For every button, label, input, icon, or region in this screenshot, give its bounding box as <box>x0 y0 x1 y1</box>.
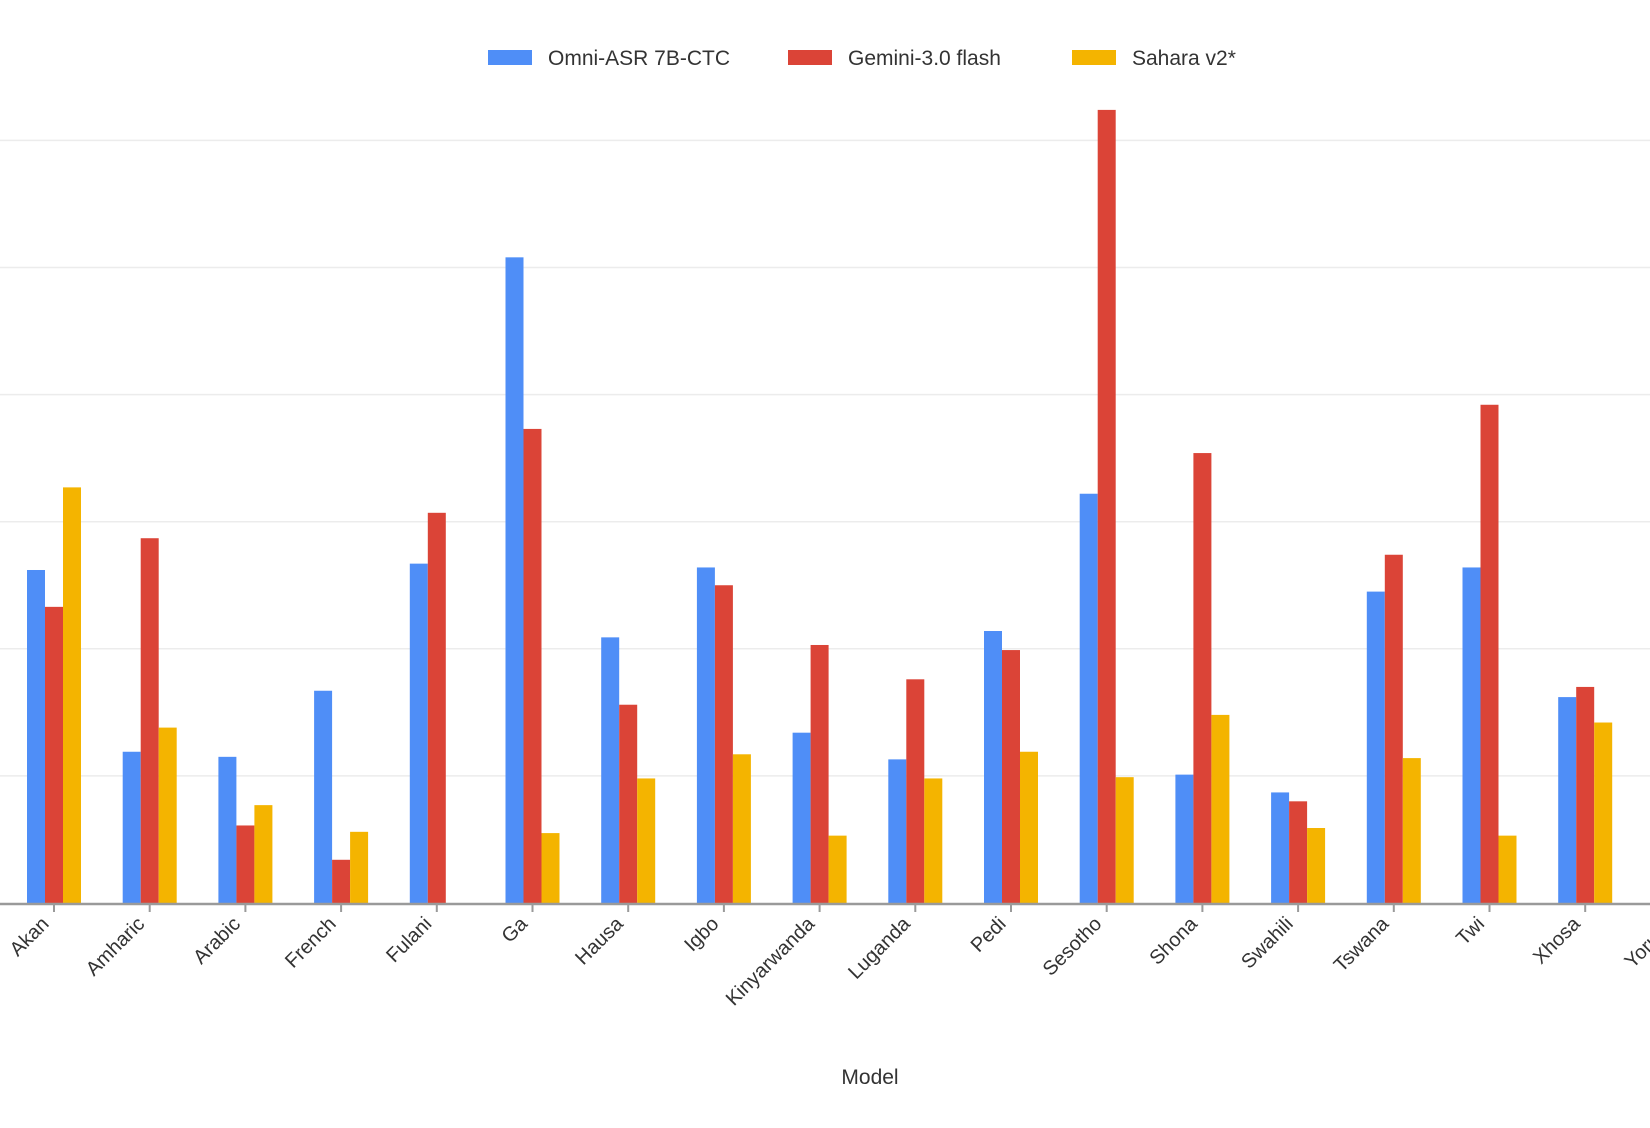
x-tick-label-twi: Twi <box>1452 913 1489 950</box>
bar-gemini-3-0-flash-french <box>332 859 351 903</box>
x-tick-label-arabic: Arabic <box>189 913 245 969</box>
legend-item-sahara-v2[interactable]: Sahara v2* <box>1072 47 1236 70</box>
legend-swatch-gemini-3-0-flash <box>788 50 832 65</box>
bar-omni-asr-7b-ctc-tswana <box>1366 591 1385 903</box>
x-tick-label-xhosa: Xhosa <box>1529 912 1585 968</box>
bar-omni-asr-7b-ctc-french <box>314 690 333 903</box>
x-tick-label-fulani: Fulani <box>382 913 436 967</box>
bar-sahara-v2-amharic <box>158 727 177 903</box>
bar-gemini-3-0-flash-luganda <box>906 679 925 903</box>
bar-sahara-v2-luganda <box>924 778 943 903</box>
x-tick-label-amharic: Amharic <box>82 913 149 980</box>
bar-gemini-3-0-flash-arabic <box>236 825 255 903</box>
bar-sahara-v2-sesotho <box>1115 777 1134 903</box>
bar-sahara-v2-kinyarwanda <box>828 835 847 903</box>
bar-omni-asr-7b-ctc-xhosa <box>1558 697 1577 903</box>
bars <box>27 109 1613 903</box>
legend-label-omni-asr-7b-ctc: Omni-ASR 7B-CTC <box>548 47 730 70</box>
bar-omni-asr-7b-ctc-akan <box>27 569 45 903</box>
bar-omni-asr-7b-ctc-hausa <box>601 637 620 903</box>
bar-sahara-v2-shona <box>1211 714 1230 903</box>
legend-item-gemini-3-0-flash[interactable]: Gemini-3.0 flash <box>788 47 1001 70</box>
bar-gemini-3-0-flash-shona <box>1193 453 1212 903</box>
bar-omni-asr-7b-ctc-fulani <box>409 563 428 903</box>
legend-item-omni-asr-7b-ctc[interactable]: Omni-ASR 7B-CTC <box>488 47 730 70</box>
bar-omni-asr-7b-ctc-pedi <box>984 631 1002 903</box>
bar-sahara-v2-ga <box>541 833 560 903</box>
bar-gemini-3-0-flash-tswana <box>1384 554 1403 903</box>
bar-omni-asr-7b-ctc-luganda <box>888 759 907 903</box>
bar-gemini-3-0-flash-ga <box>523 428 542 903</box>
bar-omni-asr-7b-ctc-swahili <box>1271 792 1290 903</box>
bar-omni-asr-7b-ctc-shona <box>1175 774 1194 903</box>
bar-omni-asr-7b-ctc-twi <box>1462 567 1481 903</box>
legend-label-sahara-v2: Sahara v2* <box>1132 47 1236 70</box>
bar-sahara-v2-pedi <box>1020 751 1038 903</box>
bar-sahara-v2-swahili <box>1307 828 1326 903</box>
bar-gemini-3-0-flash-swahili <box>1289 801 1308 903</box>
bar-sahara-v2-twi <box>1498 835 1517 903</box>
x-tick-label-akan: Akan <box>6 913 54 961</box>
bar-omni-asr-7b-ctc-igbo <box>696 567 715 903</box>
x-axis-title: Model <box>841 1066 898 1089</box>
x-tick-label-shona: Shona <box>1145 912 1202 969</box>
bar-sahara-v2-french <box>350 831 369 903</box>
bar-omni-asr-7b-ctc-amharic <box>122 751 141 903</box>
x-tick-label-luganda: Luganda <box>844 912 915 983</box>
x-tick-label-french: French <box>281 913 341 973</box>
x-tick-label-sesotho: Sesotho <box>1039 913 1106 980</box>
bar-omni-asr-7b-ctc-sesotho <box>1079 493 1098 903</box>
x-tick-label-pedi: Pedi <box>967 913 1011 957</box>
bar-gemini-3-0-flash-sesotho <box>1097 109 1116 903</box>
bar-sahara-v2-hausa <box>637 778 656 903</box>
x-tick-label-hausa: Hausa <box>571 912 628 969</box>
bar-gemini-3-0-flash-hausa <box>619 704 638 903</box>
bar-sahara-v2-xhosa <box>1594 722 1613 903</box>
bar-sahara-v2-akan <box>63 487 81 903</box>
bar-gemini-3-0-flash-pedi <box>1002 650 1020 903</box>
bar-gemini-3-0-flash-kinyarwanda <box>810 644 829 903</box>
bar-gemini-3-0-flash-fulani <box>427 512 446 903</box>
legend: Omni-ASR 7B-CTC Gemini-3.0 flash Sahara v2… <box>488 47 1236 70</box>
bar-gemini-3-0-flash-amharic <box>140 538 159 903</box>
bar-gemini-3-0-flash-akan <box>45 606 63 903</box>
bar-gemini-3-0-flash-xhosa <box>1576 686 1595 903</box>
bar-sahara-v2-igbo <box>732 754 751 903</box>
legend-swatch-sahara-v2 <box>1072 50 1116 65</box>
bar-omni-asr-7b-ctc-arabic <box>218 756 237 903</box>
bar-omni-asr-7b-ctc-kinyarwanda <box>792 732 811 903</box>
x-tick-label-yoruba: Yoruba <box>1621 912 1650 972</box>
bar-omni-asr-7b-ctc-ga <box>505 257 524 903</box>
x-tick-label-igbo: Igbo <box>680 913 723 956</box>
bar-gemini-3-0-flash-igbo <box>714 585 733 903</box>
x-tick-label-tswana: Tswana <box>1330 912 1394 976</box>
x-tick-label-ga: Ga <box>498 912 533 947</box>
x-axis: Akan Amharic Arabic French Fulani Ga Hausa Igbo… <box>0 902 1650 1010</box>
x-tick-label-swahili: Swahili <box>1237 913 1297 973</box>
x-tick-label-kinyarwanda: Kinyarwanda <box>722 912 820 1010</box>
legend-swatch-omni-asr-7b-ctc <box>488 50 532 65</box>
legend-label-gemini-3-0-flash: Gemini-3.0 flash <box>848 47 1001 70</box>
bar-sahara-v2-arabic <box>254 805 273 903</box>
bar-sahara-v2-tswana <box>1402 758 1421 903</box>
bar-gemini-3-0-flash-twi <box>1480 404 1499 903</box>
